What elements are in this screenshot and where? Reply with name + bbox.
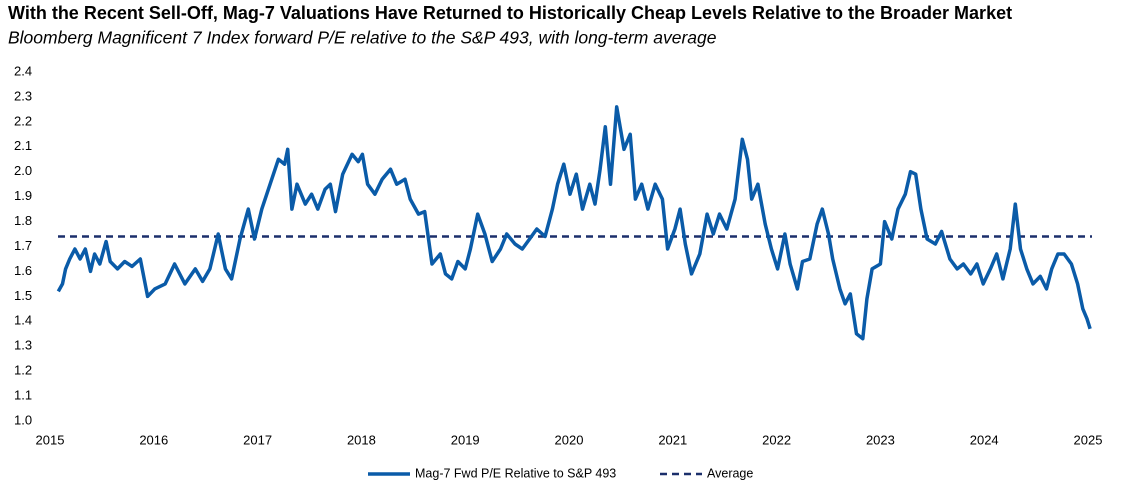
x-tick-label: 2017 <box>243 432 272 447</box>
x-tick-label: 2020 <box>555 432 584 447</box>
legend-label: Mag-7 Fwd P/E Relative to S&P 493 <box>415 466 616 480</box>
y-tick-label: 1.5 <box>14 288 32 303</box>
x-tick-label: 2021 <box>658 432 687 447</box>
x-tick-label: 2016 <box>139 432 168 447</box>
y-tick-label: 2.4 <box>14 63 32 78</box>
y-tick-label: 1.2 <box>14 363 32 378</box>
y-tick-label: 1.6 <box>14 263 32 278</box>
y-tick-label: 2.2 <box>14 113 32 128</box>
x-tick-label: 2019 <box>451 432 480 447</box>
chart-subtitle: Bloomberg Magnificent 7 Index forward P/… <box>8 28 717 48</box>
y-tick-label: 2.3 <box>14 88 32 103</box>
x-tick-label: 2022 <box>762 432 791 447</box>
y-tick-label: 2.1 <box>14 138 32 153</box>
x-tick-label: 2015 <box>36 432 65 447</box>
y-tick-label: 1.0 <box>14 412 32 427</box>
x-tick-label: 2018 <box>347 432 376 447</box>
y-tick-label: 1.4 <box>14 313 32 328</box>
x-tick-label: 2025 <box>1074 432 1103 447</box>
series-line <box>56 105 1092 341</box>
y-tick-label: 1.1 <box>14 388 32 403</box>
y-tick-label: 1.8 <box>14 213 32 228</box>
x-tick-label: 2023 <box>866 432 895 447</box>
y-tick-label: 1.3 <box>14 338 32 353</box>
y-tick-label: 2.0 <box>14 163 32 178</box>
y-tick-label: 1.9 <box>14 188 32 203</box>
x-tick-label: 2024 <box>970 432 999 447</box>
legend-label: Average <box>707 466 753 480</box>
chart-title: With the Recent Sell-Off, Mag-7 Valuatio… <box>8 3 1012 23</box>
y-tick-label: 1.7 <box>14 238 32 253</box>
